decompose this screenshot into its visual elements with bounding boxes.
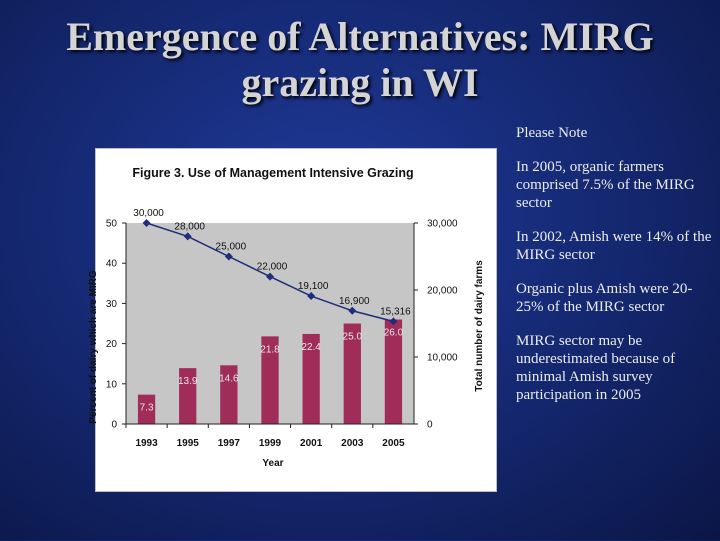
bar-data-label: 25.0 xyxy=(343,332,363,343)
bar xyxy=(343,323,361,424)
slide-title-line1: Emergence of Alternatives: MIRG xyxy=(66,14,654,59)
line-data-label: 25,000 xyxy=(216,242,247,253)
y2-tick-label: 20,000 xyxy=(427,286,458,297)
x-tick-label: 1999 xyxy=(259,438,282,449)
x-tick-label: 2003 xyxy=(341,438,364,449)
y2-axis-label: Total number of dairy farms xyxy=(474,260,485,392)
x-tick-label: 2005 xyxy=(382,438,405,449)
line-data-label: 22,000 xyxy=(257,262,288,273)
y2-tick-label: 10,000 xyxy=(427,353,458,364)
line-point xyxy=(389,317,398,326)
y-tick-label: 40 xyxy=(106,259,118,270)
note-item: MIRG sector may be underestimated becaus… xyxy=(516,333,676,403)
y-tick-label: 10 xyxy=(106,379,118,390)
bar-series: 7.3 13.9 14.6 21.8 22.4 25.0 26.0 xyxy=(137,319,404,424)
note-item: In 2005, organic farmers comprised 7.5% … xyxy=(516,159,695,211)
slide-title-line2: grazing in WI xyxy=(241,60,479,105)
bar-data-label: 22.4 xyxy=(301,342,321,353)
x-axis: 1993 1995 1997 1999 2001 2003 2005 xyxy=(125,423,414,449)
bar xyxy=(137,394,156,424)
line-data-label: 30,000 xyxy=(133,208,164,219)
line-point xyxy=(266,272,274,281)
note-item: Organic plus Amish were 20-25% of the MI… xyxy=(516,281,693,315)
y-tick-label: 50 xyxy=(106,219,118,230)
bar xyxy=(261,336,279,424)
chart-figure: Figure 3. Use of Management Intensive Gr… xyxy=(88,148,497,492)
y2-tick-label: 30,000 xyxy=(427,219,458,230)
bar-data-label: 21.8 xyxy=(260,344,280,355)
left-axis: 0 10 20 30 40 50 xyxy=(106,219,127,431)
y-tick-label: 30 xyxy=(106,299,118,310)
bar xyxy=(179,368,197,424)
slide-title: Emergence of Alternatives: MIRG grazing … xyxy=(0,14,720,106)
line-point xyxy=(224,252,233,261)
line-point xyxy=(348,306,357,315)
bar xyxy=(302,333,320,424)
bar-data-label: 14.6 xyxy=(219,373,239,384)
line-data-label: 19,100 xyxy=(298,281,329,292)
bar-data-label: 26.0 xyxy=(384,327,404,338)
right-axis: 0 10,000 20,000 30,000 xyxy=(413,219,458,431)
line-point xyxy=(307,292,316,301)
line-data-label: 16,900 xyxy=(339,296,370,307)
bar xyxy=(384,319,403,424)
x-tick-label: 1993 xyxy=(135,438,158,449)
chart-title: Figure 3. Use of Management Intensive Gr… xyxy=(132,166,413,180)
x-tick-label: 2001 xyxy=(300,438,323,449)
x-tick-label: 1995 xyxy=(177,438,200,449)
bar xyxy=(220,365,238,424)
note-item: In 2002, Amish were 14% of the MIRG sect… xyxy=(516,229,712,263)
y-tick-label: 20 xyxy=(106,339,118,350)
line-series: 30,000 28,000 25,000 22,000 19,100 16,900 15,3… xyxy=(133,208,411,326)
line-data-label: 15,316 xyxy=(380,306,411,317)
y-tick-label: 0 xyxy=(111,420,117,431)
x-axis-label: Year xyxy=(262,458,283,469)
bar-data-label: 7.3 xyxy=(140,403,154,414)
y2-tick-label: 0 xyxy=(427,420,433,431)
y-axis-label: Percent of dairy which are MIRG xyxy=(88,270,99,424)
notes-heading: Please Note xyxy=(516,125,588,141)
notes-panel: Please Note In 2005, organic farmers com… xyxy=(516,124,712,420)
line-point xyxy=(142,219,151,227)
line-point xyxy=(183,232,192,241)
bar-data-label: 13.9 xyxy=(178,376,198,387)
line-data-label: 28,000 xyxy=(174,221,205,232)
x-tick-label: 1997 xyxy=(218,438,241,449)
